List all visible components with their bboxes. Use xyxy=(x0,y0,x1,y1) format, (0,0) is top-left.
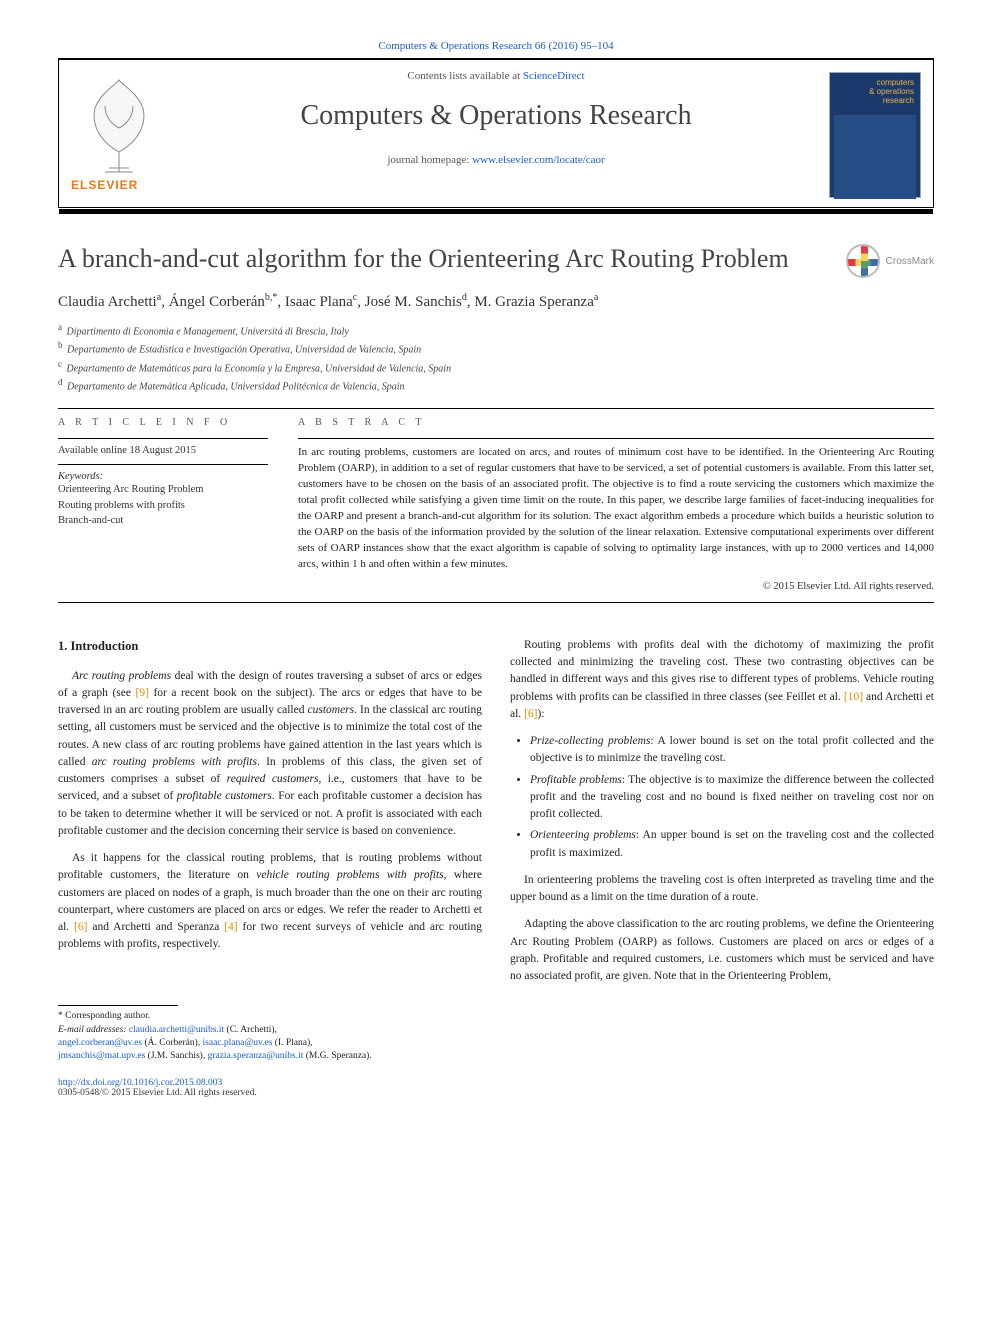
p2-t4: and Archetti and Speranza xyxy=(87,921,224,933)
info-rule-2 xyxy=(58,464,268,465)
email-4[interactable]: jmsanchis@mat.upv.es xyxy=(58,1051,145,1061)
rule-above-info xyxy=(58,408,934,409)
list-item: Orienteering problems: An upper bound is… xyxy=(530,827,934,862)
email-2[interactable]: angel.corberan@uv.es xyxy=(58,1038,142,1048)
body-two-columns: 1. Introduction Arc routing problems dea… xyxy=(58,637,934,986)
name-3: (I. Plana), xyxy=(272,1038,312,1048)
cite-10[interactable]: [10] xyxy=(844,691,863,703)
article-title: A branch-and-cut algorithm for the Orien… xyxy=(58,244,934,274)
emails: E-mail addresses: claudia.archetti@unibs… xyxy=(58,1024,934,1064)
contents-line: Contents lists available at ScienceDirec… xyxy=(189,70,803,82)
homepage-prefix: journal homepage: xyxy=(387,154,472,166)
rule-below-abstract xyxy=(58,602,934,603)
crossmark-badge[interactable]: CrossMark xyxy=(846,244,934,278)
cite-6a[interactable]: [6] xyxy=(74,921,87,933)
class-list: Prize-collecting problems: A lower bound… xyxy=(530,733,934,862)
affiliation: a Dipartimento di Economia e Management,… xyxy=(58,321,934,339)
p1-emph3: arc routing problems with profits xyxy=(92,756,257,768)
p3: Routing problems with profits deal with … xyxy=(510,637,934,723)
name-4: (J.M. Sanchis), xyxy=(145,1051,207,1061)
p1: Arc routing problems deal with the desig… xyxy=(58,668,482,841)
p1-emph5: profitable customers xyxy=(177,790,272,802)
abstract-rule xyxy=(298,438,934,439)
affiliation: b Departamento de Estadística e Investig… xyxy=(58,339,934,357)
keyword: Branch-and-cut xyxy=(58,513,268,528)
name-5: (M.G. Speranza). xyxy=(303,1051,371,1061)
abstract-text: In arc routing problems, customers are l… xyxy=(298,445,934,573)
citation-link[interactable]: Computers & Operations Research 66 (2016… xyxy=(378,40,613,52)
keywords-list: Orienteering Arc Routing ProblemRouting … xyxy=(58,482,268,528)
journal-title: Computers & Operations Research xyxy=(189,100,803,132)
p1-emph4: required customers xyxy=(227,773,319,785)
p2: As it happens for the classical routing … xyxy=(58,850,482,954)
name-1: (C. Archetti), xyxy=(224,1025,277,1035)
list-item: Profitable problems: The objective is to… xyxy=(530,772,934,824)
crossmark-icon xyxy=(846,244,880,278)
homepage-line: journal homepage: www.elsevier.com/locat… xyxy=(189,154,803,166)
corr-author: * Corresponding author. xyxy=(58,1010,934,1023)
email-1[interactable]: claudia.archetti@unibs.it xyxy=(129,1025,224,1035)
footnotes: * Corresponding author. E-mail addresses… xyxy=(58,1005,934,1063)
p1-emph: Arc routing problems xyxy=(72,670,171,682)
affiliation: d Departamento de Matemática Aplicada, U… xyxy=(58,376,934,394)
doi-link[interactable]: http://dx.doi.org/10.1016/j.cor.2015.08.… xyxy=(58,1078,222,1088)
available-online: Available online 18 August 2015 xyxy=(58,445,268,456)
p3-t3: ): xyxy=(537,708,544,720)
p5: Adapting the above classification to the… xyxy=(510,916,934,985)
li3-em: Orienteering problems xyxy=(530,829,636,841)
info-rule-1 xyxy=(58,438,268,439)
email-3[interactable]: isaac.plana@uv.es xyxy=(203,1038,273,1048)
elsevier-tree-icon xyxy=(71,72,167,176)
email-label: E-mail addresses: xyxy=(58,1025,129,1035)
keyword: Routing problems with profits xyxy=(58,498,268,513)
article-info-label: A R T I C L E I N F O xyxy=(58,417,268,428)
doi-block: http://dx.doi.org/10.1016/j.cor.2015.08.… xyxy=(58,1078,934,1098)
li2-em: Profitable problems xyxy=(530,774,622,786)
homepage-link[interactable]: www.elsevier.com/locate/caor xyxy=(472,154,604,166)
crossmark-label: CrossMark xyxy=(886,256,934,267)
section-heading-intro: 1. Introduction xyxy=(58,637,482,656)
cover-line-3: research xyxy=(836,97,914,106)
cite-4[interactable]: [4] xyxy=(224,921,237,933)
authors-line: Claudia Archettia, Ángel Corberánb,*, Is… xyxy=(58,292,934,311)
abstract-label: A B S T R A C T xyxy=(298,417,934,428)
journal-cover-thumb: computers & operations research xyxy=(829,72,921,198)
cite-9[interactable]: [9] xyxy=(136,687,149,699)
li1-em: Prize-collecting problems xyxy=(530,735,650,747)
contents-prefix: Contents lists available at xyxy=(407,70,522,82)
cover-body xyxy=(834,115,916,199)
p4: In orienteering problems the traveling c… xyxy=(510,872,934,907)
running-citation: Computers & Operations Research 66 (2016… xyxy=(58,40,934,52)
p1-emph2: customers xyxy=(308,704,355,716)
abstract-copyright: © 2015 Elsevier Ltd. All rights reserved… xyxy=(298,581,934,592)
cite-6b[interactable]: [6] xyxy=(524,708,537,720)
masthead: ELSEVIER Contents lists available at Sci… xyxy=(58,58,934,208)
keyword: Orienteering Arc Routing Problem xyxy=(58,482,268,497)
keywords-head: Keywords: xyxy=(58,471,268,482)
sciencedirect-link[interactable]: ScienceDirect xyxy=(523,70,585,82)
name-2: (Á. Corberán), xyxy=(142,1038,202,1048)
affiliation: c Departamento de Matemáticas para la Ec… xyxy=(58,358,934,376)
email-5[interactable]: grazia.speranza@unibs.it xyxy=(208,1051,304,1061)
footnote-rule xyxy=(58,1005,178,1006)
list-item: Prize-collecting problems: A lower bound… xyxy=(530,733,934,768)
affiliations: a Dipartimento di Economia e Management,… xyxy=(58,321,934,394)
publisher-name: ELSEVIER xyxy=(71,178,138,192)
issn-copyright: 0305-0548/© 2015 Elsevier Ltd. All right… xyxy=(58,1088,257,1098)
p2-emph: vehicle routing problems with profits xyxy=(256,869,443,881)
